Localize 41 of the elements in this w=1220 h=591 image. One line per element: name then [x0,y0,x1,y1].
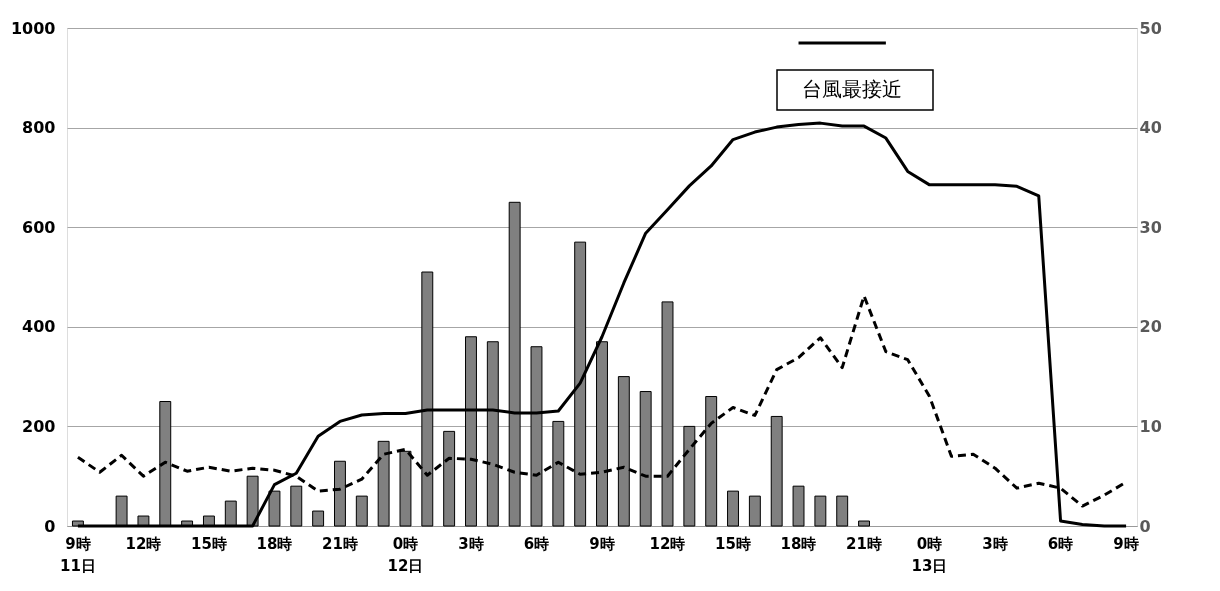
y2-tick-label: 30 [1139,217,1162,237]
bar [814,495,827,527]
bar [792,485,805,527]
x-tick-label: 9時 [1113,534,1139,553]
y-tick-label: 200 [22,416,56,436]
line-series [76,121,1128,528]
x-tick-label: 9時 11日 [59,534,96,575]
x-tick-label: 21時 [322,534,358,553]
bar [355,495,368,527]
x-tick-label: 15時 [191,534,227,553]
bar [770,415,783,527]
y2-tick-label: 40 [1139,118,1162,138]
x-tick-label: 9時 [589,534,615,553]
bar [290,485,303,527]
x-tick-label: 21時 [846,534,882,553]
annotation: 台風最接近 [802,77,902,101]
bar [748,495,761,527]
x-tick-label: 18時 [780,534,817,553]
x-tick-label: 6時 [1047,534,1074,553]
x-tick-label: 18時 [256,534,293,553]
y2-tick-label: 50 [1139,18,1162,38]
x-tick-label: 15時 [715,534,751,553]
y-tick-label: 600 [22,217,56,237]
bar [858,520,870,527]
y-tick-label: 400 [22,317,56,337]
x-tick-label: 0時 13日 [911,534,948,575]
y2-tick-label: 20 [1139,317,1162,337]
bar [836,495,849,527]
y2-tick-label: 10 [1139,416,1162,436]
x-tick-label: 6時 [523,534,550,553]
y-tick-label: 1000 [10,18,56,38]
bar [727,490,739,527]
x-tick-label: 12時 [649,534,686,553]
x-tick-label: 0時 12日 [387,534,424,575]
y2-tick-label: 0 [1139,516,1151,536]
x-tick-label: 3時 [982,534,1008,553]
y-tick-label: 0 [44,516,56,536]
bar [312,510,325,527]
x-tick-label: 12時 [125,534,162,553]
y-tick-label: 800 [22,118,56,138]
x-tick-label: 3時 [458,534,484,553]
